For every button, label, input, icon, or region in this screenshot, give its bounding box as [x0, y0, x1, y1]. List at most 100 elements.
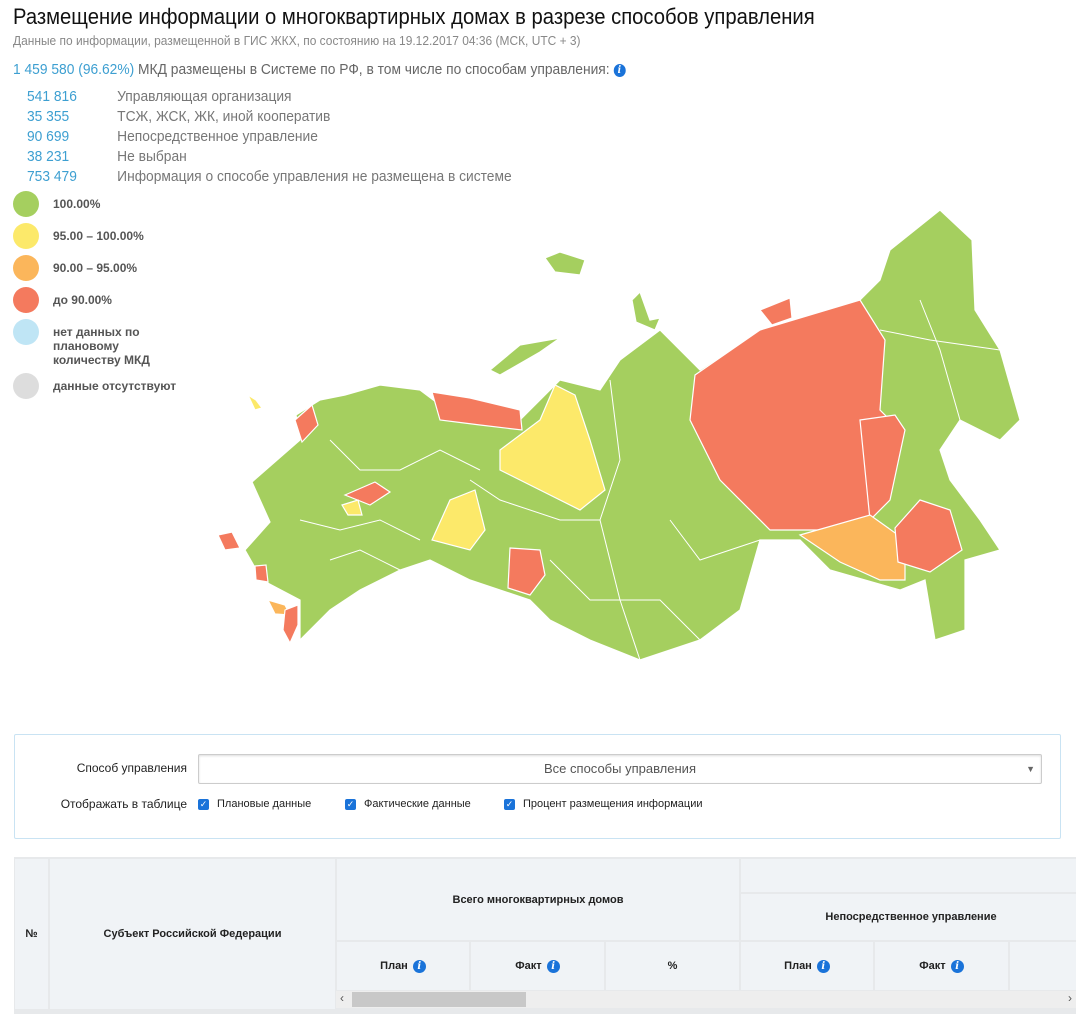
page-subtitle: Данные по информации, размещенной в ГИС … [13, 33, 581, 48]
map-region[interactable] [282, 604, 299, 645]
scroll-left-icon[interactable]: ‹ [340, 991, 344, 1005]
legend-swatch [13, 373, 39, 399]
checkbox-checked-icon[interactable]: ✓ [345, 798, 356, 810]
col-header-percent: % [606, 942, 739, 990]
scrollbar-thumb[interactable] [352, 992, 526, 1007]
map-region[interactable] [894, 499, 963, 573]
total-count: 1 459 580 (96.62%) [13, 61, 135, 78]
col-header-subject: Субъект Российской Федерации [50, 859, 335, 1009]
caret-down-icon: ▼ [1026, 764, 1035, 774]
legend-item: данные отсутствуют [13, 373, 176, 399]
legend-swatch [13, 223, 39, 249]
header-text: Факт [919, 960, 946, 972]
legend-swatch [13, 319, 39, 345]
map-region[interactable] [507, 547, 546, 596]
select-value: Все способы управления [544, 761, 696, 776]
map-region[interactable] [431, 391, 523, 431]
group-header-total: Всего многоквартирных домов [337, 859, 739, 940]
stats-list: 541 816 Управляющая организация 35 355 ТСЖ… [27, 88, 554, 188]
checkbox-plan[interactable]: ✓ Плановые данные [198, 798, 311, 810]
management-method-select[interactable]: Все способы управления ▼ [198, 754, 1042, 784]
col-header-plan: План i [337, 942, 469, 990]
legend-item: 100.00% [13, 191, 176, 217]
method-label: Способ управления [76, 761, 187, 775]
page-title: Размещение информации о многоквартирных … [13, 4, 815, 29]
col-header-fact: Факт i [875, 942, 1008, 990]
checkbox-label: Процент размещения информации [523, 798, 703, 810]
horizontal-scrollbar[interactable]: ‹ › [336, 991, 1076, 1008]
show-label: Отображать в таблице [60, 797, 187, 811]
stat-row: 753 479 Информация о способе управления н… [27, 168, 512, 188]
stat-value: 35 355 [27, 108, 70, 125]
col-header-plan: План i [741, 942, 873, 990]
stat-value: 753 479 [27, 168, 77, 185]
legend-label: 90.00 – 95.00% [53, 261, 138, 275]
map-region[interactable] [254, 564, 269, 583]
map-region[interactable] [294, 403, 319, 444]
total-text: МКД размещены в Системе по РФ, в том чис… [134, 61, 614, 78]
map-region[interactable] [759, 297, 793, 326]
map-region[interactable] [798, 514, 906, 581]
header-text: План [784, 960, 812, 972]
legend-item: до 90.00% [13, 287, 176, 313]
map-region[interactable] [431, 489, 486, 551]
map-region[interactable] [859, 414, 906, 522]
summary-total: 1 459 580 (96.62%) МКД размещены в Систе… [13, 61, 626, 78]
stat-label: Управляющая организация [117, 88, 292, 105]
region-borders [299, 299, 1001, 661]
legend-swatch [13, 255, 39, 281]
info-icon[interactable]: i [816, 959, 830, 973]
col-header-fact: Факт i [471, 942, 604, 990]
stat-value: 38 231 [27, 148, 70, 165]
info-icon[interactable]: i [613, 64, 626, 77]
legend-label: 95.00 – 100.00% [53, 229, 144, 243]
map-region[interactable] [341, 499, 363, 516]
map-legend: 100.00% 95.00 – 100.00% 90.00 – 95.00% д… [13, 191, 176, 405]
col-header-no: № [15, 859, 48, 1009]
group-header-direct: Непосредственное управление [741, 894, 1076, 940]
stat-value: 541 816 [27, 88, 77, 105]
checkbox-percent[interactable]: ✓ Процент размещения информации [504, 798, 703, 810]
stat-row: 541 816 Управляющая организация [27, 88, 512, 108]
header-text: Факт [515, 960, 542, 972]
russia-map[interactable] [200, 195, 1050, 665]
map-region[interactable] [499, 384, 606, 511]
data-table: № Субъект Российской Федерации Всего мно… [14, 857, 1076, 1014]
filter-panel: Способ управления Все способы управления… [14, 734, 1061, 839]
map-region[interactable] [544, 251, 586, 276]
legend-item: 90.00 – 95.00% [13, 255, 176, 281]
stat-row: 38 231 Не выбран [27, 148, 512, 168]
stat-value: 90 699 [27, 128, 70, 145]
legend-label: нет данных по плановому количеству МКД [53, 325, 150, 367]
legend-label: 100.00% [53, 197, 101, 211]
info-icon[interactable]: i [950, 959, 964, 973]
legend-swatch [13, 287, 39, 313]
legend-swatch [13, 191, 39, 217]
info-icon[interactable]: i [412, 959, 426, 973]
map-region[interactable] [631, 290, 661, 331]
scroll-right-icon[interactable]: › [1068, 991, 1072, 1005]
checkbox-checked-icon[interactable]: ✓ [504, 798, 515, 810]
checkbox-fact[interactable]: ✓ Фактические данные [345, 798, 471, 810]
stat-label: Непосредственное управление [117, 128, 318, 145]
checkbox-label: Фактические данные [364, 798, 471, 810]
header-text: План [380, 960, 408, 972]
info-icon[interactable]: i [546, 959, 560, 973]
group-header-empty [741, 859, 1076, 892]
legend-item: 95.00 – 100.00% [13, 223, 176, 249]
stat-label: Не выбран [117, 148, 187, 165]
stat-label: Информация о способе управления не разме… [117, 168, 512, 185]
map-region[interactable] [488, 337, 561, 376]
stat-row: 35 355 ТСЖ, ЖСК, ЖК, иной кооператив [27, 108, 512, 128]
checkbox-label: Плановые данные [217, 798, 312, 810]
col-header-percent-partial [1010, 942, 1076, 990]
map-region[interactable] [217, 531, 241, 551]
map-region[interactable] [343, 481, 392, 506]
legend-label: данные отсутствуют [53, 379, 177, 393]
checkbox-checked-icon[interactable]: ✓ [198, 798, 209, 810]
map-region[interactable] [246, 393, 264, 411]
stat-row: 90 699 Непосредственное управление [27, 128, 512, 148]
stat-label: ТСЖ, ЖСК, ЖК, иной кооператив [117, 108, 331, 125]
legend-label: до 90.00% [53, 293, 112, 307]
legend-item: нет данных по плановому количеству МКД [13, 319, 176, 367]
